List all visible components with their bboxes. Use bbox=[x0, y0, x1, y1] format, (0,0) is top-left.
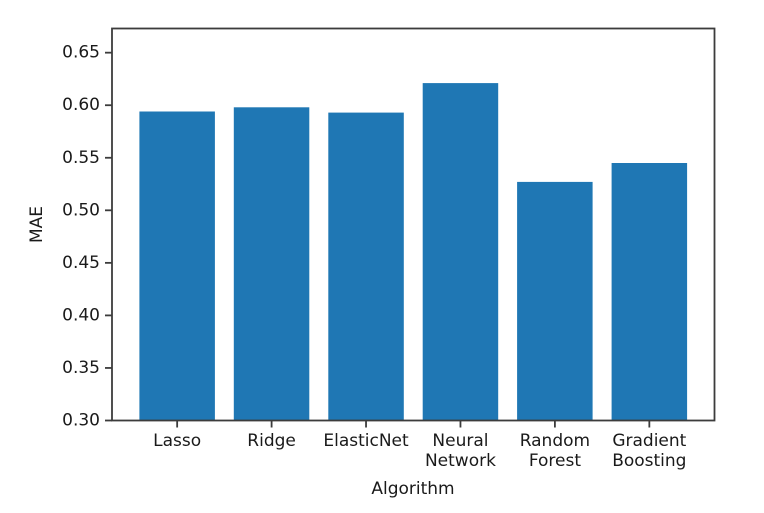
plot-border bbox=[111, 27, 716, 422]
x-tick-label-neural-network: Neural Network bbox=[425, 431, 496, 471]
x-tick-label-elasticnet: ElasticNet bbox=[323, 431, 409, 451]
x-tick-label-ridge: Ridge bbox=[247, 431, 296, 451]
bar-ridge bbox=[233, 107, 310, 421]
bar-neural-network bbox=[422, 83, 499, 421]
x-tick-label-random-forest: Random Forest bbox=[520, 431, 590, 471]
y-axis-label: MAE bbox=[27, 206, 47, 243]
x-tick-label-lasso: Lasso bbox=[153, 431, 201, 451]
y-tick-label: 0.30 bbox=[62, 411, 100, 431]
x-axis-label: Algorithm bbox=[371, 479, 454, 499]
bar-random-forest bbox=[517, 181, 593, 421]
bar-gradient-boosting bbox=[611, 163, 688, 421]
y-tick-label: 0.50 bbox=[62, 200, 100, 220]
y-tick-label: 0.45 bbox=[62, 253, 100, 273]
bar-elasticnet bbox=[328, 112, 404, 421]
y-tick-label: 0.35 bbox=[62, 358, 100, 378]
y-tick-label: 0.55 bbox=[62, 148, 100, 168]
y-tick-label: 0.65 bbox=[62, 43, 100, 63]
y-tick-label: 0.60 bbox=[62, 95, 100, 115]
x-tick-label-gradient-boosting: Gradient Boosting bbox=[612, 431, 686, 471]
bar-lasso bbox=[139, 111, 215, 421]
y-tick-label: 0.40 bbox=[62, 305, 100, 325]
